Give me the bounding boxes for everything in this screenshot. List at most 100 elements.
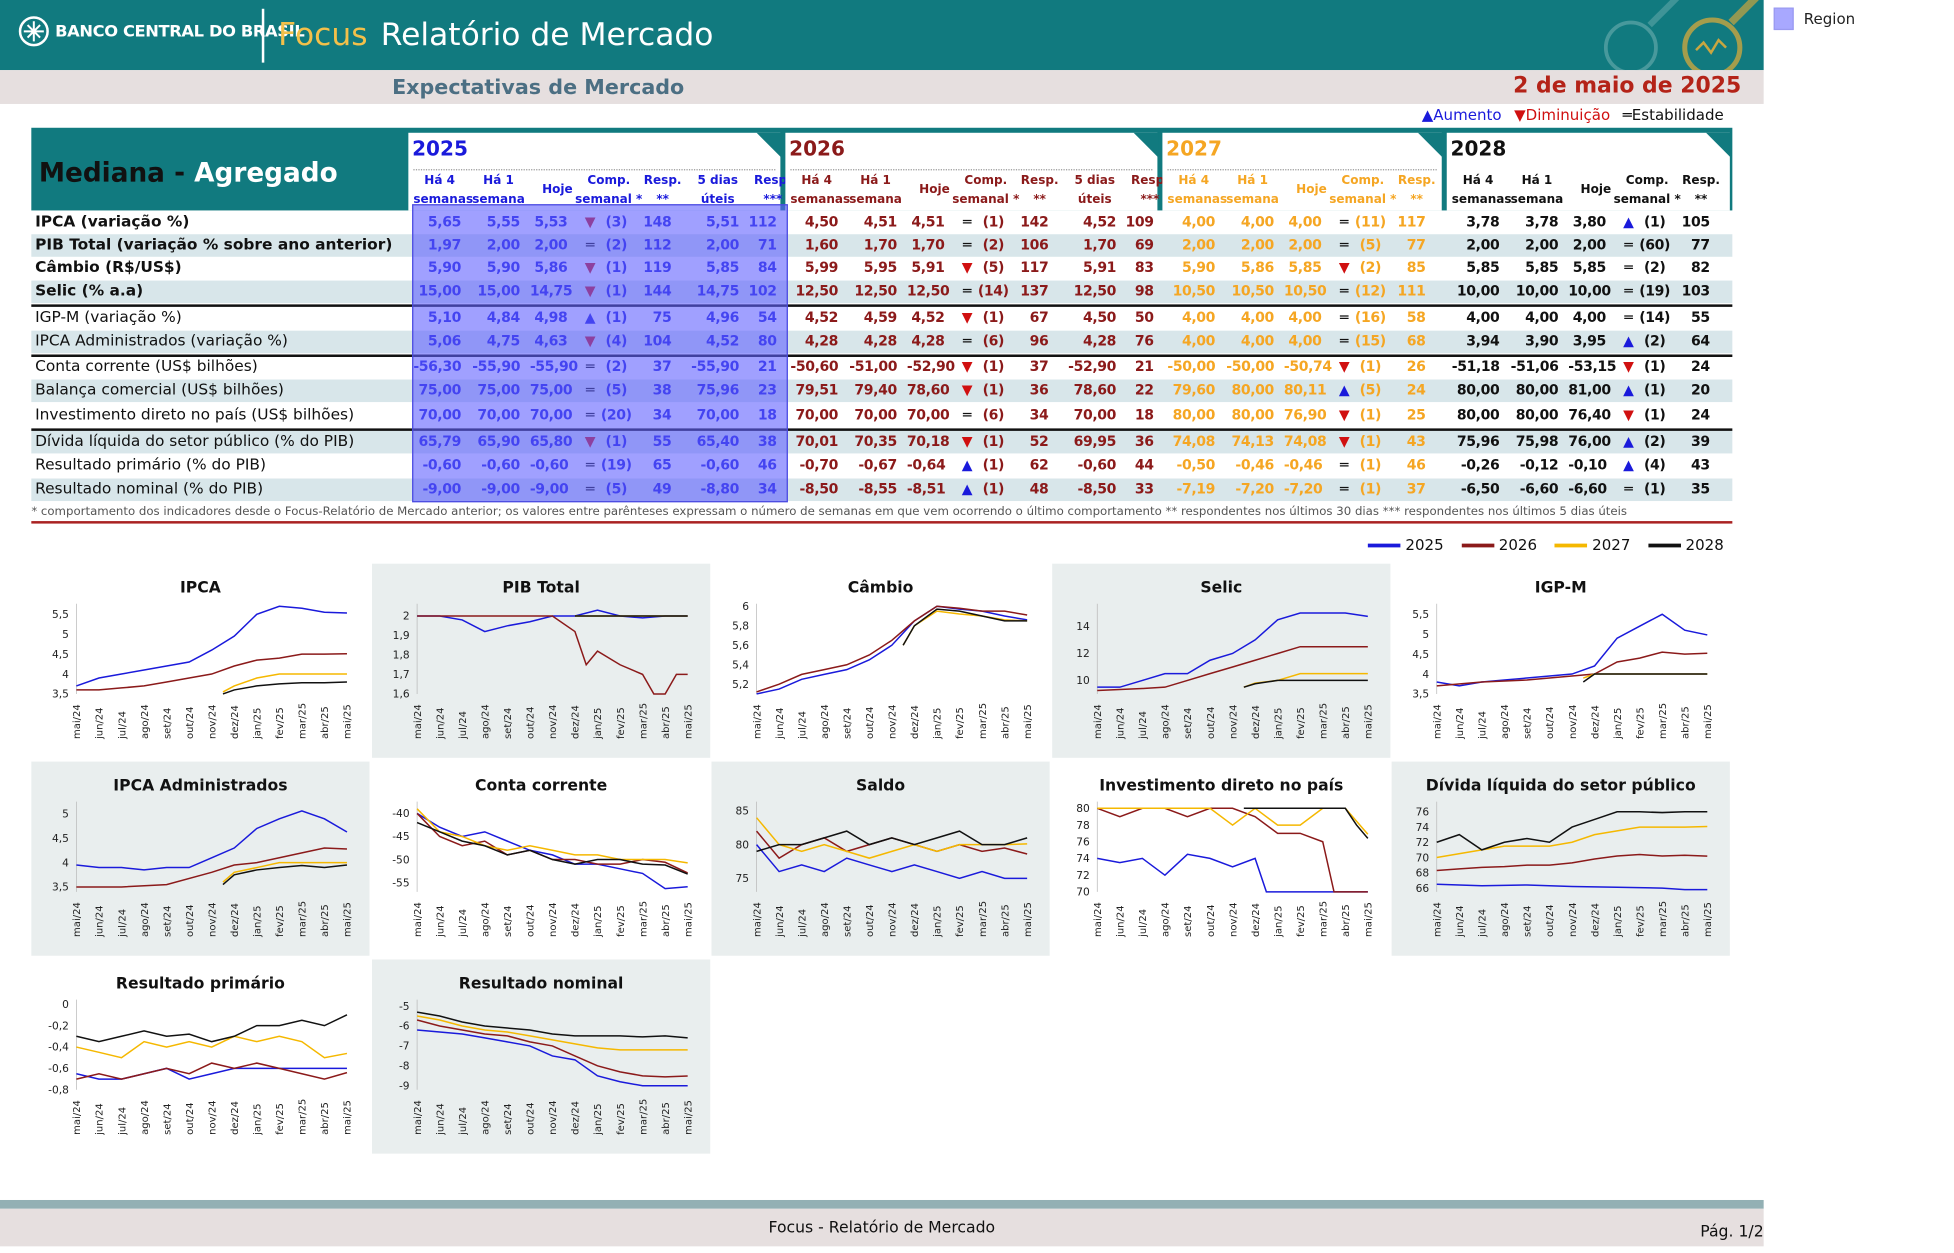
x-tick-label: mar/25 — [978, 901, 989, 937]
x-tick-label: jun/24 — [1455, 905, 1466, 938]
series-line-2026 — [76, 652, 347, 691]
series-line-2025 — [1436, 883, 1708, 891]
table-cell: 71 — [757, 236, 777, 254]
x-tick-label: nov/24 — [207, 1100, 218, 1135]
header-divider — [790, 169, 1153, 171]
y-tick-label: 4,5 — [52, 832, 69, 845]
table-cell: -51,06 — [1510, 358, 1559, 375]
table-cell: 5,65 — [427, 214, 461, 231]
table-cell: (16) — [1354, 309, 1386, 326]
trend-icon: ▼ — [1623, 358, 1634, 375]
year-label: 2028 — [1450, 136, 1507, 161]
x-tick-label: nov/24 — [1228, 902, 1239, 937]
table-cell: 12,50 — [1073, 283, 1117, 300]
x-tick-label: nov/24 — [548, 902, 559, 937]
y-tick-label: 5,8 — [732, 620, 749, 633]
x-tick-label: out/24 — [1545, 904, 1556, 937]
table-cell: 55 — [652, 433, 672, 450]
y-tick-label: -0,8 — [48, 1084, 69, 1097]
table-cell: (14) — [1639, 309, 1671, 326]
chart-title: Conta corrente — [474, 775, 608, 795]
table-cell: 52 — [1029, 433, 1049, 450]
table-cell: 4,28 — [1082, 333, 1117, 350]
x-tick-label: jul/24 — [117, 1107, 128, 1136]
table-cell: 36 — [1134, 433, 1154, 450]
x-tick-label: jan/25 — [253, 1103, 264, 1135]
table-cell: 25 — [1406, 407, 1426, 424]
chart-title: Saldo — [855, 775, 906, 795]
row-label: IGP-M (variação %) — [35, 308, 182, 326]
table-cell: 5,85 — [705, 259, 740, 276]
table-cell: 70,00 — [1073, 407, 1117, 424]
table-cell: 5,90 — [486, 259, 520, 276]
chart-d-vida-l-quida-do-setor-p-blico: Dívida líquida do setor público 76 74 72 70 6… — [1391, 761, 1730, 956]
table-cell: -51,00 — [849, 358, 898, 375]
trend-icon: ▼ — [584, 283, 596, 300]
series-line-2028 — [222, 681, 347, 695]
row-label: IPCA Administrados (variação %) — [35, 331, 288, 350]
chart-title: Resultado primário — [115, 973, 285, 993]
x-tick-label: mai/24 — [413, 902, 424, 937]
table-cell: 5,53 — [534, 214, 568, 231]
table-cell: 5,85 — [1466, 259, 1500, 276]
y-tick-label: -0,6 — [48, 1062, 69, 1075]
x-tick-label: ago/24 — [140, 704, 151, 739]
x-tick-label: out/24 — [526, 904, 537, 937]
table-cell: 33 — [1134, 480, 1154, 498]
table-cell: 3,78 — [1525, 214, 1559, 231]
legend-label-2025: 2025 — [1405, 536, 1444, 554]
chart-title: PIB Total — [502, 577, 580, 597]
series-line-2028 — [1582, 673, 1708, 683]
x-tick-label: jun/24 — [775, 707, 786, 740]
table-cell: 96 — [1029, 333, 1049, 350]
table-cell: (2) — [1643, 433, 1666, 450]
table-cell: (5) — [1359, 236, 1382, 254]
table-cell: (1) — [1359, 407, 1382, 424]
table-cell: 65,80 — [529, 433, 573, 450]
header-bar — [0, 0, 1764, 71]
x-tick-label: out/24 — [185, 904, 196, 937]
series-line-2028 — [1243, 679, 1368, 688]
table-cell: (1) — [1359, 480, 1382, 498]
table-cell: (15) — [1354, 333, 1386, 350]
table-cell: 74,08 — [1283, 433, 1327, 450]
y-tick-label: 80 — [736, 838, 750, 851]
table-cell: 2,00 — [1240, 236, 1274, 254]
series-line-2028 — [902, 608, 1028, 646]
x-tick-label: jul/24 — [117, 909, 128, 938]
header-divider — [413, 169, 776, 171]
row-label: Selic (% a.a) — [35, 281, 144, 300]
table-cell: 65,40 — [696, 433, 740, 450]
y-tick-label: 14 — [1076, 620, 1090, 633]
x-tick-label: mai/24 — [72, 704, 83, 739]
table-cell: (1) — [605, 283, 628, 300]
y-tick-label: 10 — [1076, 674, 1090, 687]
table-cell: (1) — [605, 259, 628, 276]
table-cell: 21 — [757, 358, 777, 375]
trend-icon: ═ — [1624, 309, 1633, 326]
column-header: Há 1 semana — [472, 174, 525, 207]
x-tick-label: jun/24 — [95, 1103, 106, 1136]
table-cell: 3,90 — [1525, 333, 1559, 350]
table-cell: -0,60 — [529, 457, 569, 474]
bank-logo: BANCO CENTRAL DO BRASIL — [18, 15, 305, 48]
table-cell: 4,00 — [1288, 309, 1322, 326]
table-cell: -0,64 — [906, 457, 946, 474]
year-label: 2025 — [412, 136, 468, 161]
table-cell: 18 — [1134, 407, 1154, 424]
chart-title: Investimento direto no país — [1099, 775, 1344, 795]
y-tick-label: 5,5 — [1412, 608, 1429, 621]
chart-ipca: IPCA 5,5 5 4,5 4 3,5 mai/24 jun/24 jul/24 ago/24 s… — [31, 564, 369, 758]
y-tick-label: -45 — [392, 830, 409, 843]
table-cell: 14,75 — [696, 283, 740, 300]
series-line-2025 — [1097, 853, 1368, 893]
key-decrease: ▼Diminuição — [1514, 106, 1611, 125]
legend-swatch-2026 — [1461, 543, 1494, 547]
x-tick-label: fev/25 — [616, 707, 627, 739]
table-cell: (60) — [1639, 236, 1671, 254]
table-cell: 70,18 — [906, 433, 950, 450]
trend-icon: ▼ — [584, 433, 596, 450]
table-cell: 98 — [1134, 283, 1154, 300]
x-tick-label: mai/24 — [72, 1100, 83, 1135]
